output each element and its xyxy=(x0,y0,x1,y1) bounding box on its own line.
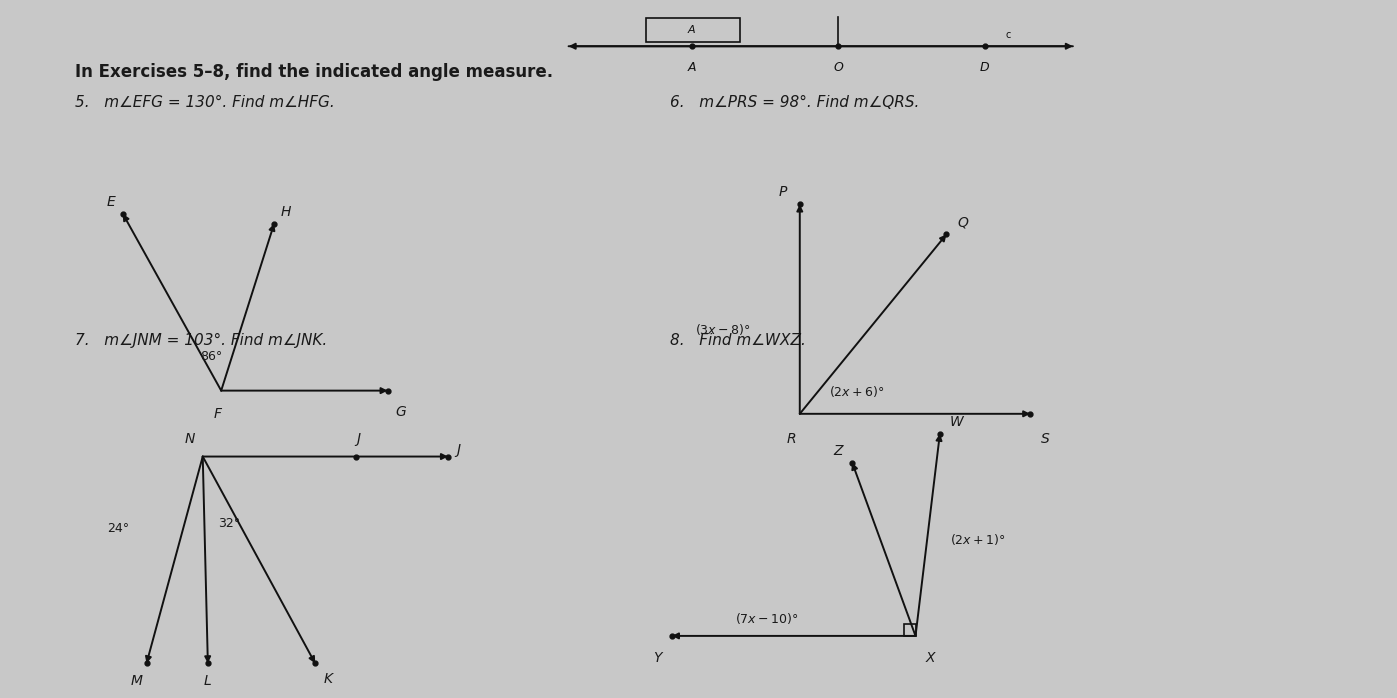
Text: A: A xyxy=(687,24,696,35)
Text: J: J xyxy=(457,443,461,456)
Text: P: P xyxy=(780,186,788,200)
Text: E: E xyxy=(106,195,115,209)
Text: M: M xyxy=(130,674,142,688)
FancyBboxPatch shape xyxy=(645,18,740,42)
Text: 6.   m∠PRS = 98°. Find m∠QRS.: 6. m∠PRS = 98°. Find m∠QRS. xyxy=(671,95,919,110)
Text: G: G xyxy=(395,406,407,419)
Text: Q: Q xyxy=(957,216,968,230)
Text: R: R xyxy=(787,432,796,446)
Text: $(2x + 1)°$: $(2x + 1)°$ xyxy=(950,532,1006,547)
Text: $(7x - 10)°$: $(7x - 10)°$ xyxy=(735,611,799,626)
Text: 24°: 24° xyxy=(108,522,129,535)
Text: J: J xyxy=(356,432,360,446)
Text: $(3x - 8)°$: $(3x - 8)°$ xyxy=(696,322,750,336)
Text: 86°: 86° xyxy=(200,350,222,363)
Text: L: L xyxy=(204,674,212,688)
Text: c: c xyxy=(1006,31,1011,40)
Text: 7.   m∠JNM = 103°. Find m∠JNK.: 7. m∠JNM = 103°. Find m∠JNK. xyxy=(75,333,327,348)
Text: In Exercises 5–8, find the indicated angle measure.: In Exercises 5–8, find the indicated ang… xyxy=(75,63,553,81)
Text: 5.   m∠EFG = 130°. Find m∠HFG.: 5. m∠EFG = 130°. Find m∠HFG. xyxy=(75,95,335,110)
Text: Z: Z xyxy=(833,444,842,458)
Text: 8.   Find m∠WXZ.: 8. Find m∠WXZ. xyxy=(671,333,806,348)
Text: K: K xyxy=(323,671,332,685)
Text: O: O xyxy=(833,61,844,74)
Text: D: D xyxy=(981,61,989,74)
Text: S: S xyxy=(1041,432,1049,446)
Text: N: N xyxy=(184,432,194,446)
Text: X: X xyxy=(925,651,935,665)
Text: H: H xyxy=(281,205,291,218)
Text: Y: Y xyxy=(654,651,662,665)
Text: 32°: 32° xyxy=(218,517,240,530)
Text: A: A xyxy=(687,61,696,74)
Text: F: F xyxy=(214,408,221,422)
Text: $(2x + 6)°$: $(2x + 6)°$ xyxy=(830,385,884,399)
Text: W: W xyxy=(950,415,964,429)
